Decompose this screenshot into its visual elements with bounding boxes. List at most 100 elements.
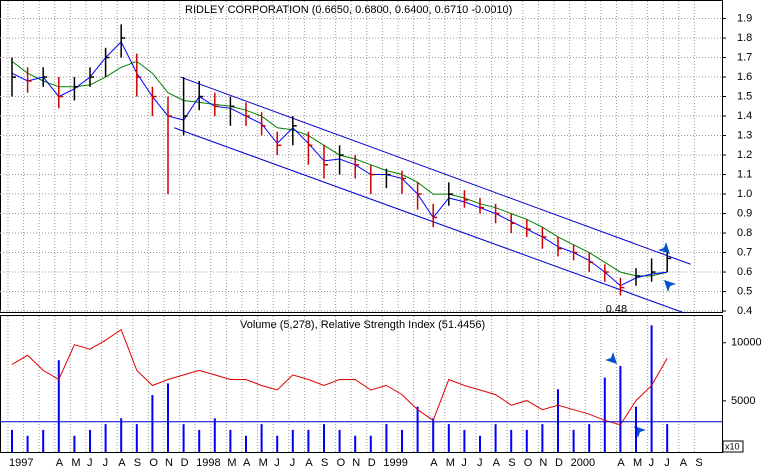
x-tick-label: M — [446, 457, 455, 469]
volume-bar — [120, 418, 123, 452]
volume-bar — [135, 424, 138, 452]
x-tick-label: J — [87, 457, 93, 469]
x-tick-label: M — [259, 457, 268, 469]
x-tick-label: N — [539, 457, 547, 469]
y-tick-label: 1.6 — [737, 71, 752, 83]
rsi-line — [11, 328, 668, 426]
y-tick-label: 1.0 — [737, 188, 752, 200]
volume-bar — [291, 429, 294, 452]
y-tick-label: 1.7 — [737, 51, 752, 63]
x-tick-label: N — [165, 457, 173, 469]
x-tick-label: 1999 — [383, 457, 407, 469]
volume-bar — [198, 429, 201, 452]
volume-bar — [245, 435, 247, 452]
volume-bar — [619, 365, 622, 452]
x-tick-label: M — [633, 457, 642, 469]
x-tick-label: A — [680, 457, 688, 469]
channel-line — [180, 76, 691, 265]
volume-bar — [307, 429, 310, 452]
x-tick-label: A — [305, 457, 313, 469]
volume-bar — [401, 429, 403, 452]
volume-bar — [57, 360, 60, 452]
x-tick-label: O — [524, 457, 533, 469]
volume-bar — [666, 424, 669, 452]
arrow — [634, 426, 648, 440]
x-tick-label: S — [321, 457, 328, 469]
volume-bar — [432, 418, 435, 452]
x-tick-label: 1998 — [196, 457, 220, 469]
arrow — [656, 240, 670, 254]
y-tick-label: 1.5 — [737, 90, 752, 102]
low-label: 0.48 — [606, 303, 627, 315]
price-panel — [0, 0, 723, 313]
volume-bar — [650, 325, 653, 452]
x-tick-label: A — [243, 457, 251, 469]
x-tick-label: A — [617, 457, 625, 469]
arrow — [603, 350, 617, 364]
unit-label: x10 — [725, 441, 740, 451]
x-tick-label: D — [555, 457, 563, 469]
volume-bar — [89, 429, 91, 452]
volume-bar — [182, 424, 185, 452]
x-tick-label: A — [430, 457, 438, 469]
volume-bar — [385, 424, 388, 452]
y-tick-label: 0.6 — [737, 266, 752, 278]
x-tick-label: 1997 — [9, 457, 33, 469]
x-tick-label: A — [493, 457, 501, 469]
x-tick-label: J — [477, 457, 483, 469]
y-tick-label: 1.3 — [737, 129, 752, 141]
volume-bar — [369, 435, 372, 452]
y-tick-label: 0.8 — [737, 227, 752, 239]
volume-bar — [229, 429, 232, 452]
y-tick-label: 0.9 — [737, 207, 752, 219]
volume-bar — [151, 395, 154, 452]
y-tick-label: 0.4 — [737, 305, 752, 317]
volume-bar — [276, 435, 279, 452]
volume-bar — [510, 429, 513, 452]
arrows — [603, 240, 678, 440]
y-tick-label: 1.1 — [737, 168, 752, 180]
volume-bar — [525, 429, 528, 452]
volume-bar — [42, 429, 45, 452]
y-tick-label: 0.7 — [737, 246, 752, 258]
chart-title: RIDLEY CORPORATION (0.6650, 0.6800, 0.64… — [185, 4, 512, 16]
unit-box — [722, 440, 744, 453]
volume-bar — [588, 424, 591, 452]
volume-panel — [0, 315, 723, 453]
volume-bar — [463, 429, 466, 452]
x-tick-label: 2000 — [571, 457, 595, 469]
volume-bar — [447, 424, 450, 452]
x-tick-label: S — [508, 457, 515, 469]
x-tick-label: A — [118, 457, 126, 469]
x-tick-label: M — [71, 457, 80, 469]
y-tick-label: 1.4 — [737, 110, 752, 122]
y-tick-label: 5000 — [731, 395, 755, 407]
volume-bar — [416, 406, 419, 452]
x-tick-label: J — [103, 457, 109, 469]
x-tick-label: J — [461, 457, 467, 469]
x-tick-label: M — [227, 457, 236, 469]
volume-bar — [354, 435, 357, 452]
x-tick-label: D — [181, 457, 189, 469]
volume-bar — [213, 418, 216, 452]
y-tick-label: 1.2 — [737, 149, 752, 161]
x-tick-label: N — [352, 457, 360, 469]
volume-bar — [323, 424, 325, 452]
volume-bar — [557, 389, 559, 452]
x-tick-label: D — [368, 457, 376, 469]
volume-bar — [26, 435, 29, 452]
panel-title: Volume (5,278), Relative Strength Index … — [240, 319, 485, 331]
arrow — [664, 280, 678, 294]
volume-bar — [73, 435, 76, 452]
x-tick-label: S — [695, 457, 702, 469]
y-tick-label: 0.5 — [737, 285, 752, 297]
x-tick-label: O — [149, 457, 158, 469]
volume-bar — [104, 424, 107, 452]
volume-bar — [338, 429, 341, 452]
volume-bar — [603, 377, 606, 452]
x-tick-label: J — [664, 457, 670, 469]
y-tick-label: 1.8 — [737, 32, 752, 44]
volume-bar — [572, 429, 575, 452]
x-tick-label: S — [134, 457, 141, 469]
